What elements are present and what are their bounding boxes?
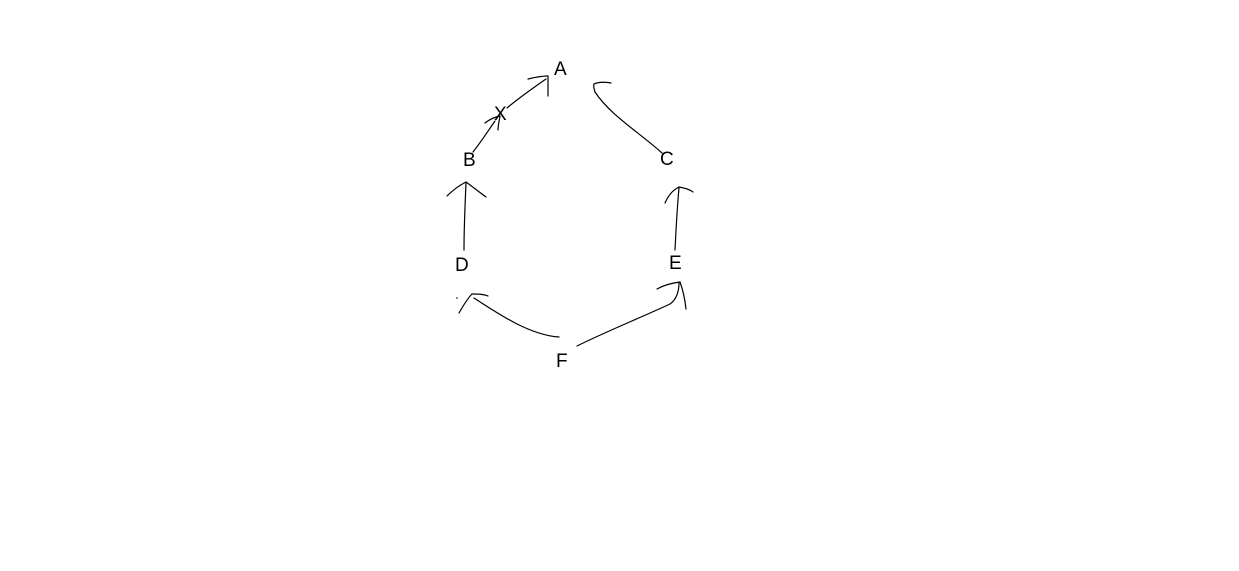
edge-x-to-a [506, 75, 549, 109]
edge-f-to-d [456, 293, 560, 338]
node-a: A [554, 59, 567, 80]
edge-d-to-b [446, 181, 487, 251]
edge-b-to-x [472, 115, 501, 153]
edge-e-to-c [664, 186, 694, 251]
node-c: C [660, 149, 674, 170]
node-d: D [455, 255, 469, 276]
node-f: F [556, 351, 568, 372]
node-x: X [494, 104, 507, 125]
edge-f-to-e [576, 281, 687, 347]
node-e: E [669, 253, 682, 274]
edge-c-to-a [592, 81, 663, 154]
node-b: B [463, 150, 476, 171]
